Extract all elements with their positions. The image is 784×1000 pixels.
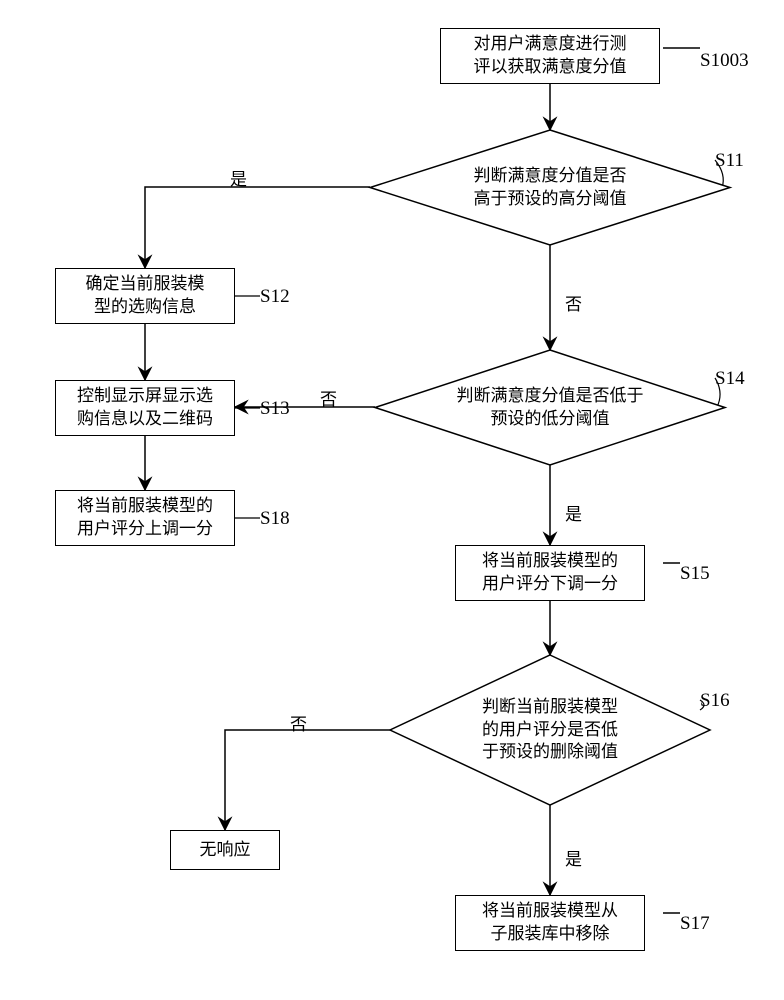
edge-label-s16_no: 否 [290, 710, 307, 735]
edge-label-s11_no: 否 [565, 290, 582, 315]
edge-label-s14_no: 否 [320, 385, 337, 410]
node-s15: 将当前服装模型的用户评分下调一分 [455, 545, 645, 601]
tag-s16: S16 [700, 690, 730, 712]
edge-label-s14_yes: 是 [565, 500, 582, 525]
node-s17: 将当前服装模型从子服装库中移除 [455, 895, 645, 951]
node-s13: 控制显示屏显示选购信息以及二维码 [55, 380, 235, 436]
node-s16: 判断当前服装模型的用户评分是否低于预设的删除阈值 [390, 655, 710, 805]
edge-label-s16_yes: 是 [565, 845, 582, 870]
tag-s13: S13 [260, 398, 290, 420]
node-s12: 确定当前服装模型的选购信息 [55, 268, 235, 324]
tag-s12: S12 [260, 286, 290, 308]
tag-s11: S11 [715, 150, 744, 172]
tag-s1003: S1003 [700, 50, 749, 72]
tag-s17: S17 [680, 913, 710, 935]
tag-s14: S14 [715, 368, 745, 390]
node-s14: 判断满意度分值是否低于预设的低分阈值 [375, 350, 725, 465]
node-s1003: 对用户满意度进行测评以获取满意度分值 [440, 28, 660, 84]
tag-s15: S15 [680, 563, 710, 585]
tag-s18: S18 [260, 508, 290, 530]
node-s18: 将当前服装模型的用户评分上调一分 [55, 490, 235, 546]
node-s11: 判断满意度分值是否高于预设的高分阈值 [370, 130, 730, 245]
node-noresp: 无响应 [170, 830, 280, 870]
edge-label-s11_yes: 是 [230, 165, 247, 190]
